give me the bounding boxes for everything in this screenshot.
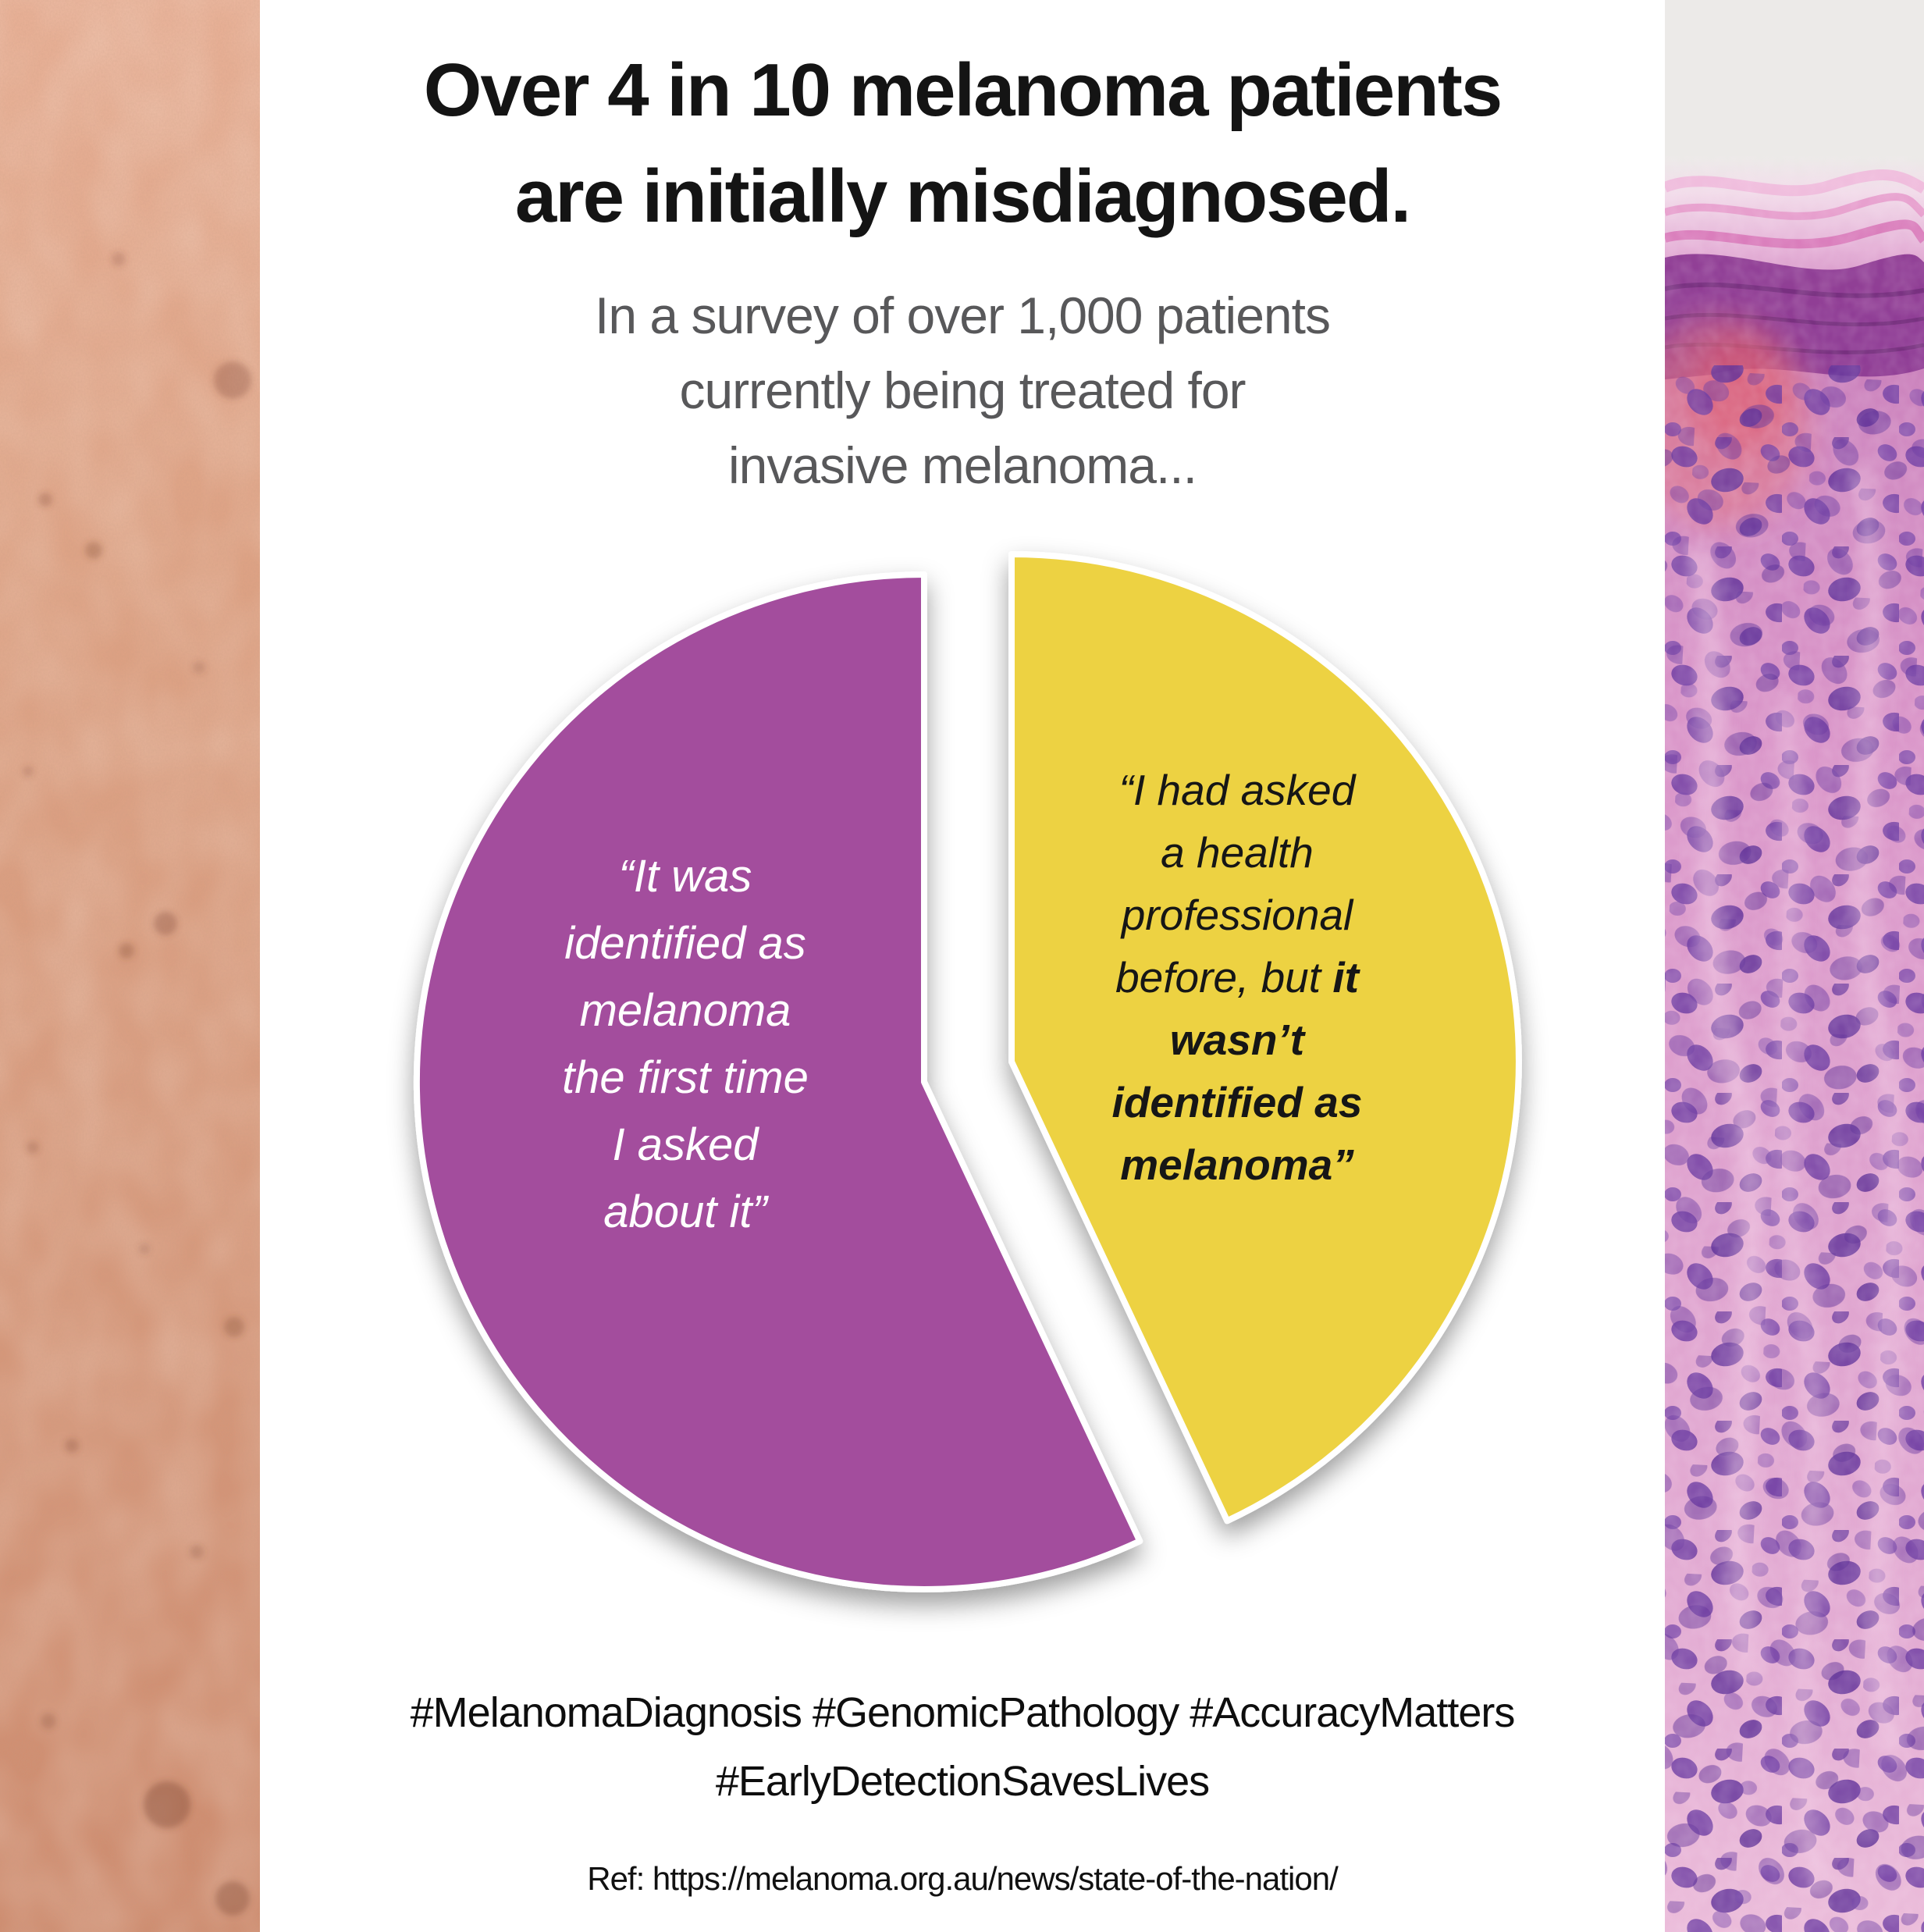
skin-photo-image	[0, 0, 260, 1932]
content-area: Over 4 in 10 melanoma patients are initi…	[260, 0, 1665, 1932]
pie-chart: “It was identified as melanoma the first…	[260, 532, 1665, 1703]
reference-url: Ref: https://melanoma.org.au/news/state-…	[587, 1860, 1339, 1897]
skin-freckles	[23, 252, 251, 1916]
pie-slice-not-identified	[1008, 551, 1522, 1525]
hashtags-line-2: #EarlyDetectionSavesLives	[715, 1758, 1210, 1805]
subtitle: In a survey of over 1,000 patients curre…	[260, 278, 1665, 503]
headline-line-2: are initially misdiagnosed.	[514, 155, 1411, 238]
histology-photo-strip	[1665, 0, 1924, 1932]
pie-chart-svg	[413, 551, 1522, 1592]
pie-label-not-identified: “I had asked a health professional befor…	[1111, 766, 1363, 1189]
skin-photo-strip	[0, 0, 260, 1932]
pie-slice-identified-first-time	[413, 571, 1143, 1592]
histology-photo-image	[1665, 0, 1924, 1932]
hashtags-line-1: #MelanomaDiagnosis #GenomicPathology #Ac…	[410, 1689, 1516, 1736]
pie-label-identified-first-time: “It was identified as melanoma the first…	[562, 851, 809, 1237]
subtitle-line-2: currently being treated for	[679, 361, 1246, 419]
subtitle-line-3: invasive melanoma...	[728, 436, 1197, 494]
hashtags: #MelanomaDiagnosis #GenomicPathology #Ac…	[260, 1678, 1665, 1816]
headline-line-1: Over 4 in 10 melanoma patients	[423, 48, 1503, 132]
subtitle-line-1: In a survey of over 1,000 patients	[595, 286, 1331, 344]
headline: Over 4 in 10 melanoma patients are initi…	[260, 37, 1665, 250]
